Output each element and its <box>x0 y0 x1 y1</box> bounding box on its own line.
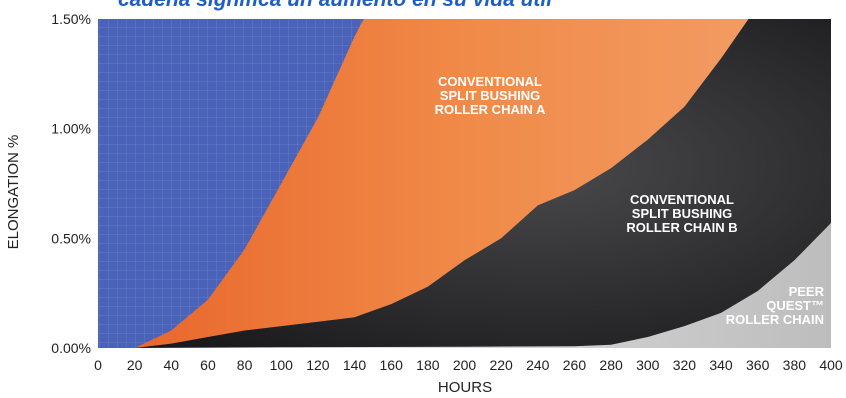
chain-a-label-line: CONVENTIONAL <box>438 74 542 89</box>
x-tick-label: 120 <box>306 357 330 373</box>
chain-b-label-line: ROLLER CHAIN B <box>626 220 737 235</box>
y-axis-ticks: 0.00% 0.50% 1.00% 1.50% <box>51 11 91 356</box>
x-tick-label: 180 <box>416 357 440 373</box>
chain-a-label-line: ROLLER CHAIN A <box>435 102 546 117</box>
x-tick-label: 200 <box>453 357 477 373</box>
x-tick-label: 280 <box>599 357 623 373</box>
chain-b-area <box>98 19 831 348</box>
x-tick-label: 140 <box>343 357 367 373</box>
peer-quest-label-line: PEER <box>789 284 825 299</box>
x-tick-label: 0 <box>94 357 102 373</box>
x-tick-label: 20 <box>127 357 143 373</box>
x-tick-label: 340 <box>709 357 733 373</box>
x-tick-label: 380 <box>783 357 807 373</box>
x-tick-label: 40 <box>164 357 180 373</box>
x-axis-label: HOURS <box>438 379 492 396</box>
chain-b-label-line: SPLIT BUSHING <box>632 206 732 221</box>
x-axis-ticks: 0 20 40 60 80 100 120 140 160 180 200 220 240 260 280 3… <box>94 357 843 373</box>
peer-quest-area <box>98 223 831 348</box>
x-tick-label: 220 <box>489 357 513 373</box>
x-tick-label: 320 <box>673 357 697 373</box>
chain-b-label-line: CONVENTIONAL <box>630 192 734 207</box>
x-tick-label: 400 <box>819 357 843 373</box>
x-tick-label: 240 <box>526 357 550 373</box>
x-tick-label: 260 <box>563 357 587 373</box>
y-axis-label: ELONGATION % <box>5 135 22 250</box>
y-tick-label: 1.50% <box>51 11 91 27</box>
x-tick-label: 160 <box>380 357 404 373</box>
peer-quest-label-line: QUEST™ <box>766 298 824 313</box>
y-tick-label: 1.00% <box>51 121 91 137</box>
y-tick-label: 0.50% <box>51 230 91 246</box>
chain-a-label-line: SPLIT BUSHING <box>440 88 540 103</box>
x-tick-label: 80 <box>237 357 253 373</box>
x-tick-label: 100 <box>270 357 294 373</box>
series-areas <box>98 19 831 348</box>
x-tick-label: 60 <box>200 357 216 373</box>
peer-quest-label-line: ROLLER CHAIN <box>726 312 824 327</box>
chart-title: cadena significa un aumento en su vida ú… <box>118 0 553 11</box>
x-tick-label: 300 <box>636 357 660 373</box>
y-tick-label: 0.00% <box>51 340 91 356</box>
x-tick-label: 360 <box>746 357 770 373</box>
